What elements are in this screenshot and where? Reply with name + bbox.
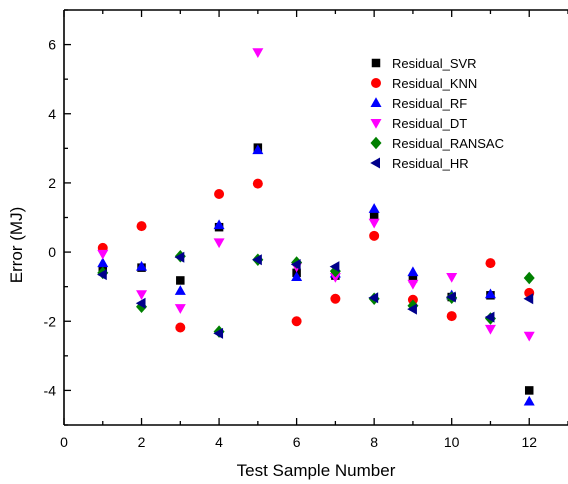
legend-label-residual-svr: Residual_SVR xyxy=(392,56,477,71)
data-point-residual-hr xyxy=(213,327,224,339)
data-point-residual-hr xyxy=(252,254,262,266)
x-axis-title: Test Sample Number xyxy=(237,461,396,480)
data-point-residual-dt xyxy=(252,48,264,58)
data-point-residual-rf xyxy=(291,271,303,281)
data-point-residual-knn xyxy=(446,311,457,322)
data-point-residual-rf xyxy=(213,219,225,230)
data-point-residual-svr xyxy=(176,276,185,285)
data-point-residual-dt xyxy=(136,290,148,301)
data-point-residual-dt xyxy=(407,279,419,290)
y-tick-label: 4 xyxy=(48,106,56,122)
legend-marker-residual-rf xyxy=(370,97,382,107)
data-point-residual-hr xyxy=(523,293,534,305)
data-markers xyxy=(97,48,535,406)
x-tick-label: 4 xyxy=(215,434,223,450)
data-point-residual-svr xyxy=(408,274,418,283)
data-point-residual-dt xyxy=(446,272,458,283)
data-point-residual-dt xyxy=(213,238,225,249)
legend-marker-residual-ransac xyxy=(370,136,382,150)
data-point-residual-dt xyxy=(97,249,109,260)
data-point-residual-hr xyxy=(407,303,417,315)
x-tick-label: 2 xyxy=(138,434,146,450)
data-point-residual-dt xyxy=(368,218,380,229)
data-point-residual-ransac xyxy=(523,271,535,285)
data-point-residual-knn xyxy=(175,322,186,333)
plot-frame xyxy=(63,9,568,426)
data-point-residual-rf xyxy=(136,260,148,271)
y-tick-label: 6 xyxy=(48,37,56,53)
data-point-residual-svr xyxy=(369,210,379,219)
y-tick-label: -4 xyxy=(44,382,57,398)
data-point-residual-hr xyxy=(368,292,379,304)
data-point-residual-dt xyxy=(484,324,496,335)
y-tick-label: 0 xyxy=(48,244,56,260)
data-point-residual-rf xyxy=(523,395,535,406)
data-point-residual-hr xyxy=(135,297,146,309)
data-point-residual-knn xyxy=(252,178,263,189)
data-point-residual-knn xyxy=(330,293,341,304)
data-point-residual-hr xyxy=(174,251,185,263)
data-point-residual-dt xyxy=(329,272,341,283)
legend-marker-residual-svr xyxy=(371,58,381,68)
x-tick-label: 0 xyxy=(60,434,68,450)
legend-label-residual-rf: Residual_RF xyxy=(392,96,467,111)
x-tick-label: 12 xyxy=(521,434,537,450)
data-point-residual-hr xyxy=(445,291,456,303)
data-point-residual-rf xyxy=(484,288,496,299)
legend-marker-residual-knn xyxy=(371,78,381,88)
data-point-residual-rf xyxy=(174,285,186,295)
data-point-residual-knn xyxy=(136,221,147,232)
data-point-residual-rf xyxy=(252,144,264,155)
axis-ticks: 0 2 4 6 8 10 12 -4 -2 0 2 4 6 xyxy=(44,9,568,450)
data-point-residual-dt xyxy=(523,331,535,342)
x-tick-label: 10 xyxy=(444,434,460,450)
legend-label-residual-knn: Residual_KNN xyxy=(392,76,477,91)
data-point-residual-hr xyxy=(329,261,340,273)
legend-marker-residual-hr xyxy=(370,157,380,169)
data-point-residual-knn xyxy=(485,258,496,269)
legend: Residual_SVR Residual_KNN Residual_RF Resid… xyxy=(370,56,504,171)
data-point-residual-rf xyxy=(368,203,380,213)
data-point-residual-hr xyxy=(484,311,495,323)
y-tick-label: -2 xyxy=(44,313,57,329)
data-point-residual-knn xyxy=(369,230,380,241)
x-tick-label: 6 xyxy=(293,434,301,450)
data-point-residual-hr xyxy=(97,269,107,281)
data-point-residual-knn xyxy=(214,188,225,199)
data-point-residual-rf xyxy=(407,266,419,277)
data-point-residual-dt xyxy=(174,304,186,314)
y-tick-label: 2 xyxy=(48,175,56,191)
data-point-residual-svr xyxy=(524,386,534,395)
legend-marker-residual-dt xyxy=(370,119,382,129)
legend-label-residual-ransac: Residual_RANSAC xyxy=(392,136,504,151)
legend-label-residual-dt: Residual_DT xyxy=(392,116,467,131)
data-point-residual-rf xyxy=(97,257,109,268)
y-axis-title: Error (MJ) xyxy=(7,207,26,283)
data-point-residual-hr xyxy=(290,259,301,271)
x-tick-label: 8 xyxy=(370,434,378,450)
legend-label-residual-hr: Residual_HR xyxy=(392,156,469,171)
data-point-residual-knn xyxy=(291,316,302,327)
